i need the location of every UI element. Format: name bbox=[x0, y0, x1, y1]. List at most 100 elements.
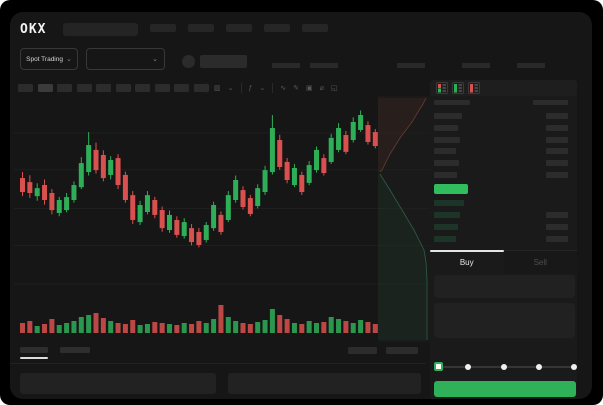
bottom-divider bbox=[10, 363, 426, 364]
buy-submit-button[interactable] bbox=[434, 381, 576, 397]
chart-tools: ▥ ⌄ ƒ ⌄ ∿ ✎ ▣ ⌀ ◱ bbox=[206, 80, 338, 96]
bid-price-bar bbox=[434, 200, 464, 206]
nav-item-placeholder[interactable] bbox=[150, 24, 176, 32]
orderbook-bid-row[interactable] bbox=[430, 224, 577, 231]
depth-chart bbox=[378, 97, 428, 340]
amount-input[interactable] bbox=[434, 303, 575, 338]
orderbook-ask-row[interactable] bbox=[430, 172, 577, 179]
volume-series bbox=[20, 305, 378, 333]
snapshot-icon[interactable]: ▣ bbox=[306, 84, 313, 92]
pair-coin-icon bbox=[182, 55, 195, 68]
stat-label-placeholder bbox=[517, 56, 535, 60]
ask-price-bar bbox=[434, 160, 459, 167]
amount-slider[interactable] bbox=[434, 361, 577, 373]
chevron-down-icon: ⌄ bbox=[65, 55, 72, 63]
gridlines bbox=[14, 132, 430, 285]
indicators-icon[interactable]: ƒ bbox=[248, 84, 253, 92]
stat-value-placeholder bbox=[272, 63, 300, 68]
orderbook-view-toggle bbox=[430, 80, 577, 96]
ask-amount-bar bbox=[546, 136, 568, 143]
search-input[interactable] bbox=[63, 23, 138, 36]
fullscreen-icon[interactable]: ◱ bbox=[330, 84, 338, 92]
chart-type-icon[interactable]: ▥ bbox=[214, 84, 221, 92]
slider-handle[interactable] bbox=[434, 362, 443, 371]
nav-item-placeholder[interactable] bbox=[188, 24, 214, 32]
bid-price-bar bbox=[434, 236, 456, 242]
orderbook-ask-row[interactable] bbox=[430, 124, 577, 132]
slider-step-dot[interactable] bbox=[500, 364, 507, 370]
last-price-bar bbox=[434, 184, 468, 194]
candlestick-chart[interactable] bbox=[14, 96, 430, 342]
hide-drawings-icon[interactable]: ⌀ bbox=[319, 84, 324, 92]
tab-buy[interactable]: Buy bbox=[430, 250, 504, 274]
timeframe-button[interactable] bbox=[174, 84, 189, 92]
toolbar-divider bbox=[240, 83, 242, 93]
bottom-tab[interactable] bbox=[60, 347, 90, 353]
toolbar-divider bbox=[206, 83, 207, 93]
orderbook-ask-row[interactable] bbox=[430, 148, 577, 155]
ticker-stat-placeholder bbox=[272, 56, 300, 68]
bottom-action-placeholder[interactable] bbox=[386, 347, 418, 354]
draw-tool-icon[interactable]: ✎ bbox=[293, 84, 300, 92]
bottom-tab[interactable] bbox=[20, 347, 48, 353]
active-tab-indicator bbox=[430, 250, 504, 252]
slider-step-dot[interactable] bbox=[571, 364, 577, 370]
timeframe-button[interactable] bbox=[18, 84, 33, 92]
ticker-stat-placeholder bbox=[462, 56, 490, 68]
timeframe-button[interactable] bbox=[193, 84, 209, 92]
ticker-stat-placeholder bbox=[397, 56, 425, 68]
stat-value-placeholder bbox=[397, 63, 425, 68]
slider-step-dot[interactable] bbox=[535, 364, 542, 370]
orderbook-bid-row[interactable] bbox=[430, 200, 577, 207]
ticker-stat-placeholder bbox=[517, 56, 545, 68]
orderbook-bid-row[interactable] bbox=[430, 212, 577, 219]
orderbook-panel: Buy Sell bbox=[430, 80, 577, 399]
nav-item-placeholder[interactable] bbox=[302, 24, 328, 32]
book-bids-icon[interactable] bbox=[452, 82, 464, 94]
line-tool-icon[interactable]: ∿ bbox=[280, 84, 287, 92]
timeframe-button[interactable] bbox=[115, 84, 131, 92]
ask-amount-bar bbox=[546, 172, 568, 178]
chevron-down-icon[interactable]: ⌄ bbox=[259, 84, 266, 92]
ask-price-bar bbox=[434, 136, 460, 143]
active-tab-underline bbox=[20, 357, 48, 359]
ticker-stat-placeholder bbox=[310, 56, 338, 68]
ask-amount-bar bbox=[546, 160, 568, 167]
timeframe-button[interactable] bbox=[154, 84, 170, 92]
bid-price-bar bbox=[434, 224, 458, 230]
timeframe-button[interactable] bbox=[96, 84, 111, 92]
ask-amount-bar bbox=[546, 113, 568, 119]
bottom-action-placeholder[interactable] bbox=[348, 347, 377, 354]
book-both-icon[interactable] bbox=[436, 82, 448, 94]
timeframe-bar bbox=[18, 84, 209, 92]
trading-mode-label: Spot Trading bbox=[26, 55, 63, 63]
tab-sell[interactable]: Sell bbox=[503, 251, 577, 274]
timeframe-button[interactable] bbox=[57, 84, 72, 92]
timeframe-button[interactable] bbox=[37, 84, 53, 92]
pair-selector-dropdown[interactable]: ⌄ bbox=[86, 48, 165, 70]
ask-amount-bar bbox=[546, 148, 568, 155]
slider-step-dot[interactable] bbox=[465, 364, 472, 370]
trading-mode-dropdown[interactable]: Spot Trading ⌄ bbox=[20, 48, 78, 70]
nav-item-placeholder[interactable] bbox=[264, 24, 290, 32]
orderbook-ask-row[interactable] bbox=[430, 160, 577, 167]
chevron-down-icon: ⌄ bbox=[152, 55, 158, 63]
bid-amount-bar bbox=[546, 212, 568, 218]
book-asks-icon[interactable] bbox=[468, 82, 480, 94]
orderbook-ask-row[interactable] bbox=[430, 136, 577, 144]
nav-item-placeholder[interactable] bbox=[226, 24, 252, 32]
timeframe-button[interactable] bbox=[135, 84, 150, 92]
stat-value-placeholder bbox=[310, 63, 338, 68]
okx-logo: OKX bbox=[20, 22, 47, 37]
main-window: OKX Spot Trading ⌄ ⌄ ▥ ⌄ ƒ ⌄ ∿ ✎ ▣ ⌀ ◱ Buy bbox=[10, 12, 592, 399]
stat-value-placeholder bbox=[462, 63, 490, 68]
price-input[interactable] bbox=[434, 275, 575, 298]
stat-label-placeholder bbox=[310, 56, 328, 60]
timeframe-button[interactable] bbox=[76, 84, 92, 92]
bottom-panel-placeholder bbox=[20, 373, 216, 394]
orderbook-bid-row[interactable] bbox=[430, 236, 577, 243]
chevron-down-icon[interactable]: ⌄ bbox=[227, 84, 234, 92]
trade-tabs: Buy Sell bbox=[430, 250, 577, 274]
orderbook-ask-row[interactable] bbox=[430, 113, 577, 120]
